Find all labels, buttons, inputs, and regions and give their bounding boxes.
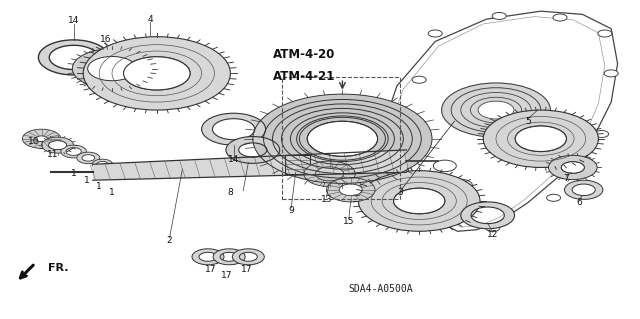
Wedge shape [304, 161, 355, 187]
Text: 12: 12 [487, 230, 499, 239]
Text: 11: 11 [47, 150, 58, 159]
Circle shape [492, 12, 506, 19]
Text: 14: 14 [68, 16, 79, 25]
Wedge shape [358, 171, 480, 231]
Text: ATM-4-21: ATM-4-21 [273, 70, 335, 83]
Circle shape [88, 56, 136, 81]
Text: 14: 14 [228, 155, 239, 164]
Text: 13: 13 [321, 195, 332, 204]
Wedge shape [77, 152, 100, 164]
Wedge shape [38, 40, 109, 75]
Text: 7: 7 [564, 174, 569, 183]
Wedge shape [192, 249, 224, 265]
Circle shape [449, 179, 472, 191]
Circle shape [433, 160, 456, 172]
Wedge shape [442, 83, 550, 137]
Text: 8: 8 [228, 189, 233, 197]
Wedge shape [226, 137, 280, 163]
Circle shape [598, 30, 612, 37]
Circle shape [307, 121, 378, 156]
Circle shape [547, 194, 561, 201]
Wedge shape [42, 137, 74, 153]
Text: 9: 9 [289, 206, 294, 215]
Text: 6: 6 [577, 198, 582, 207]
Circle shape [394, 188, 445, 214]
Circle shape [428, 30, 442, 37]
Wedge shape [548, 155, 597, 180]
Wedge shape [202, 113, 266, 145]
Text: 15: 15 [343, 217, 355, 226]
Text: 1: 1 [97, 182, 102, 191]
Circle shape [595, 130, 609, 137]
Text: FR.: FR. [48, 263, 68, 273]
Circle shape [412, 76, 426, 83]
Wedge shape [483, 110, 598, 167]
Text: SDA4-A0500A: SDA4-A0500A [349, 284, 413, 294]
Wedge shape [22, 129, 61, 148]
Circle shape [396, 118, 410, 125]
Text: 10: 10 [28, 137, 39, 146]
Circle shape [124, 57, 190, 90]
Bar [285, 155, 310, 174]
Circle shape [390, 166, 404, 173]
Wedge shape [253, 94, 432, 183]
Wedge shape [61, 145, 86, 158]
Circle shape [419, 205, 433, 212]
Wedge shape [461, 202, 515, 229]
Polygon shape [93, 150, 406, 180]
Text: 5: 5 [525, 117, 531, 126]
Text: 17: 17 [241, 265, 252, 274]
Text: 16: 16 [100, 35, 111, 44]
Wedge shape [106, 166, 125, 175]
Wedge shape [326, 178, 375, 202]
Text: 2: 2 [167, 236, 172, 245]
Wedge shape [213, 249, 245, 265]
Text: 4: 4 [148, 15, 153, 24]
Circle shape [49, 141, 67, 150]
Circle shape [515, 126, 566, 152]
Wedge shape [92, 159, 113, 169]
Text: 1: 1 [84, 176, 89, 185]
Wedge shape [83, 37, 230, 110]
Wedge shape [564, 180, 603, 199]
Text: 17: 17 [221, 271, 233, 280]
Text: 3: 3 [397, 189, 403, 197]
Text: 17: 17 [205, 265, 217, 274]
Circle shape [604, 70, 618, 77]
Wedge shape [232, 249, 264, 265]
Circle shape [486, 225, 500, 232]
Bar [282, 77, 400, 199]
Circle shape [561, 162, 584, 173]
Text: 1: 1 [109, 189, 115, 197]
Text: 1: 1 [71, 169, 76, 178]
Circle shape [553, 14, 567, 21]
Text: ATM-4-20: ATM-4-20 [273, 48, 335, 61]
Wedge shape [72, 49, 152, 88]
